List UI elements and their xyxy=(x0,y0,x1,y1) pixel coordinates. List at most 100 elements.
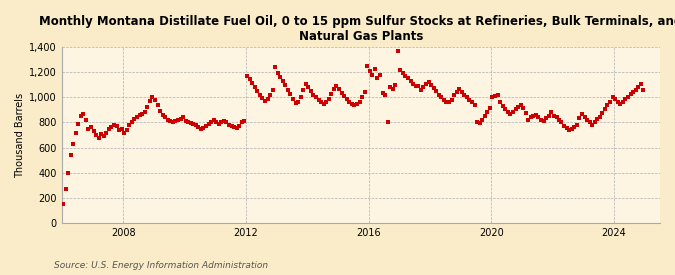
Point xyxy=(221,120,232,125)
Point xyxy=(229,125,240,130)
Point xyxy=(336,91,347,95)
Point xyxy=(200,124,211,128)
Point xyxy=(439,98,450,103)
Point xyxy=(531,113,541,117)
Point xyxy=(356,94,367,99)
Point xyxy=(157,113,168,117)
Point xyxy=(129,117,140,121)
Point xyxy=(576,112,587,117)
Point xyxy=(520,111,531,115)
Point xyxy=(608,94,618,99)
Point xyxy=(615,102,626,106)
Point xyxy=(385,85,396,89)
Title: Monthly Montana Distillate Fuel Oil, 0 to 15 ppm Sulfur Stocks at Refineries, Bu: Monthly Montana Distillate Fuel Oil, 0 t… xyxy=(39,15,675,43)
Point xyxy=(114,128,125,132)
Point xyxy=(449,93,460,98)
Point xyxy=(569,125,580,130)
Point xyxy=(477,118,487,122)
Point xyxy=(431,89,441,93)
Point xyxy=(116,126,127,131)
Point xyxy=(209,118,219,122)
Point xyxy=(413,84,424,88)
Point xyxy=(65,153,76,157)
Point xyxy=(122,128,132,132)
Point xyxy=(223,123,234,127)
Point xyxy=(464,98,475,102)
Point xyxy=(559,123,570,128)
Point xyxy=(142,105,153,109)
Point xyxy=(541,116,551,120)
Point xyxy=(359,89,370,94)
Point xyxy=(495,100,506,104)
Point xyxy=(543,113,554,118)
Point xyxy=(285,92,296,96)
Point xyxy=(165,119,176,123)
Point xyxy=(469,103,480,107)
Point xyxy=(375,73,385,78)
Point xyxy=(421,82,431,86)
Point xyxy=(57,201,68,206)
Point xyxy=(290,101,301,105)
Point xyxy=(321,100,331,104)
Point xyxy=(270,65,281,69)
Point xyxy=(339,94,350,98)
Point xyxy=(500,107,511,111)
Point xyxy=(472,120,483,125)
Y-axis label: Thousand Barrels: Thousand Barrels xyxy=(15,92,25,178)
Point xyxy=(362,64,373,68)
Point xyxy=(119,130,130,135)
Point xyxy=(392,48,403,53)
Point xyxy=(638,88,649,93)
Point xyxy=(198,126,209,130)
Point xyxy=(633,84,644,89)
Point xyxy=(513,105,524,109)
Point xyxy=(612,100,623,104)
Point xyxy=(273,71,284,76)
Point xyxy=(387,87,398,91)
Point xyxy=(252,89,263,93)
Point xyxy=(602,103,613,108)
Point xyxy=(262,97,273,101)
Point xyxy=(354,100,365,104)
Point xyxy=(106,125,117,130)
Point xyxy=(101,130,111,135)
Point xyxy=(155,108,165,113)
Point xyxy=(333,87,344,91)
Point xyxy=(584,120,595,125)
Point xyxy=(364,69,375,73)
Point xyxy=(185,121,196,125)
Point xyxy=(395,68,406,72)
Point xyxy=(91,133,102,137)
Point xyxy=(466,100,477,104)
Point xyxy=(293,100,304,104)
Point xyxy=(525,115,536,120)
Point xyxy=(206,120,217,125)
Point xyxy=(126,120,137,125)
Point xyxy=(620,97,631,101)
Point xyxy=(219,119,230,123)
Point xyxy=(625,92,636,96)
Point xyxy=(277,79,288,83)
Point xyxy=(518,106,529,110)
Point xyxy=(295,94,306,99)
Point xyxy=(80,118,91,122)
Point xyxy=(234,123,244,128)
Point xyxy=(556,120,567,125)
Point xyxy=(349,103,360,107)
Point xyxy=(538,119,549,123)
Point xyxy=(398,71,408,76)
Point xyxy=(176,117,186,121)
Point xyxy=(329,87,340,91)
Point xyxy=(275,75,286,79)
Point xyxy=(561,126,572,130)
Point xyxy=(377,91,388,95)
Point xyxy=(216,120,227,125)
Point xyxy=(589,120,600,125)
Point xyxy=(566,126,577,131)
Point xyxy=(300,82,311,86)
Point xyxy=(572,123,583,127)
Point xyxy=(554,118,564,122)
Point xyxy=(597,111,608,115)
Point xyxy=(73,122,84,126)
Point xyxy=(546,109,557,114)
